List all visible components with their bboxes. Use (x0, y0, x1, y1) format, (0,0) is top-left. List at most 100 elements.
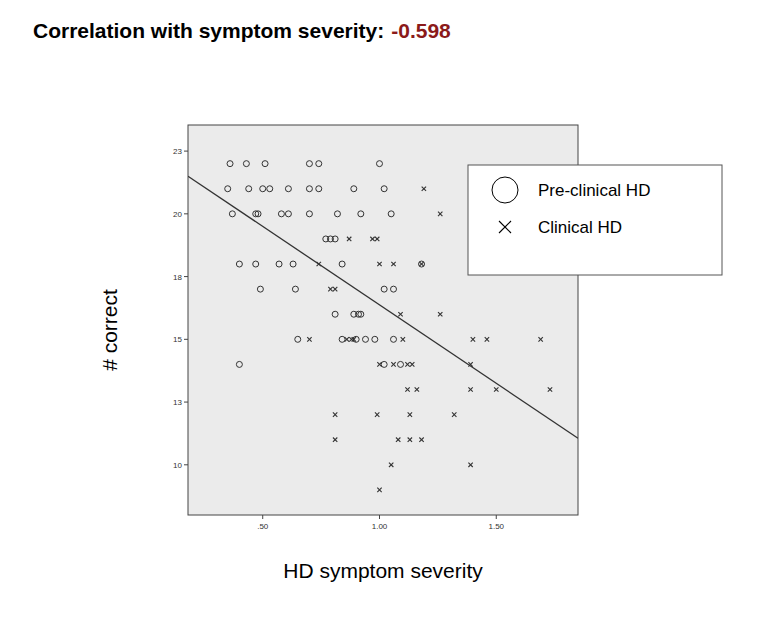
x-stroke (347, 237, 351, 241)
chart: Correlation with symptom severity: -0.598… (0, 0, 770, 618)
x-stroke (422, 187, 426, 191)
point (391, 336, 397, 342)
x-stroke (408, 412, 412, 416)
point (290, 261, 296, 267)
x-stroke (352, 337, 356, 341)
legend: Pre-clinical HDClinical HD (468, 165, 722, 275)
point (381, 186, 387, 192)
point (236, 261, 242, 267)
point (415, 387, 419, 391)
point (316, 186, 322, 192)
point (381, 286, 387, 292)
x-stroke (333, 287, 337, 291)
point (396, 438, 400, 442)
x-stroke (333, 438, 337, 442)
x-stroke (468, 387, 472, 391)
correlation-value: -0.598 (391, 19, 451, 42)
point (358, 311, 364, 317)
x-stroke (391, 362, 395, 366)
y-tick (184, 464, 188, 465)
x-stroke (401, 337, 405, 341)
x-axis-label: HD symptom severity (283, 559, 483, 582)
x-stroke (391, 262, 395, 266)
y-tick-label: 15 (173, 335, 182, 344)
legend-label: Pre-clinical HD (538, 181, 650, 200)
y-tick (184, 276, 188, 277)
x-stroke (471, 337, 475, 341)
x-stroke (438, 312, 442, 316)
point (419, 438, 423, 442)
point (236, 361, 242, 367)
x-stroke (401, 337, 405, 341)
x-stroke (452, 412, 456, 416)
x-stroke (333, 438, 337, 442)
point (339, 261, 345, 267)
point (246, 186, 252, 192)
x-stroke (408, 438, 412, 442)
x-tick-label: 1.50 (488, 522, 504, 531)
point (548, 387, 552, 391)
x-stroke (438, 212, 442, 216)
point (307, 337, 311, 341)
point (375, 237, 379, 241)
x-stroke (370, 237, 374, 241)
y-tick-label: 23 (173, 147, 182, 156)
x-stroke (415, 387, 419, 391)
x-stroke (419, 262, 423, 266)
point (419, 261, 425, 267)
point (375, 412, 379, 416)
point (405, 362, 409, 366)
x-stroke (538, 337, 542, 341)
x-tick (496, 515, 497, 519)
x-stroke (499, 221, 511, 233)
point (347, 237, 351, 241)
title-text: Correlation with symptom severity: (33, 19, 384, 42)
x-stroke (333, 287, 337, 291)
point (253, 261, 259, 267)
point (227, 161, 233, 167)
point (316, 161, 322, 167)
x-stroke (415, 387, 419, 391)
point (388, 211, 394, 217)
x-stroke (405, 387, 409, 391)
point (391, 262, 395, 266)
point (257, 286, 263, 292)
x-stroke (398, 312, 402, 316)
x-stroke (471, 337, 475, 341)
x-stroke (375, 237, 379, 241)
point (438, 212, 442, 216)
x-stroke (345, 337, 349, 341)
x-stroke (375, 412, 379, 416)
x-stroke (494, 387, 498, 391)
x-stroke (377, 488, 381, 492)
point (333, 287, 337, 291)
point (494, 387, 498, 391)
x-stroke (377, 362, 381, 366)
legend-marker (492, 177, 518, 203)
point (358, 211, 364, 217)
x-stroke (548, 387, 552, 391)
point (352, 337, 356, 341)
x-stroke (405, 362, 409, 366)
x-stroke (419, 438, 423, 442)
point (267, 186, 273, 192)
y-tick-label: 10 (173, 461, 182, 470)
point (339, 336, 345, 342)
y-tick-label: 18 (173, 273, 182, 282)
x-stroke (494, 387, 498, 391)
x-stroke (347, 237, 351, 241)
x-stroke (328, 287, 332, 291)
point (285, 186, 291, 192)
y-tick (184, 213, 188, 214)
point (468, 463, 472, 467)
x-stroke (408, 412, 412, 416)
point (276, 261, 282, 267)
x-tick (262, 515, 263, 519)
point (438, 312, 442, 316)
y-tick-label: 13 (173, 398, 182, 407)
point (381, 361, 387, 367)
point (333, 438, 337, 442)
x-stroke (375, 237, 379, 241)
x-stroke (405, 387, 409, 391)
point (362, 336, 368, 342)
